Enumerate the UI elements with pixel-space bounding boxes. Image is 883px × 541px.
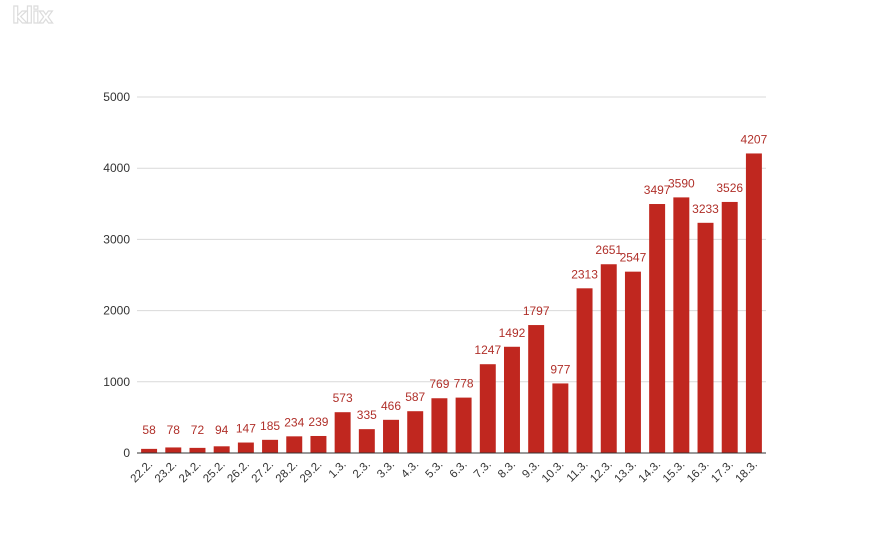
bar — [407, 411, 424, 453]
x-tick-label: 13.3. — [612, 459, 639, 486]
data-label: 72 — [191, 423, 205, 437]
y-tick-label: 2000 — [103, 304, 130, 318]
data-label: 769 — [429, 377, 449, 391]
data-label: 3590 — [668, 176, 695, 190]
bar — [141, 448, 158, 453]
bar — [237, 442, 254, 453]
gridlines — [137, 96, 766, 383]
data-label: 466 — [381, 399, 401, 413]
y-tick-label: 5000 — [103, 90, 130, 104]
bar — [431, 398, 448, 453]
bar — [528, 325, 545, 453]
bar — [576, 288, 593, 453]
data-label: 4207 — [741, 132, 768, 146]
bars — [141, 153, 762, 453]
x-tick-label: 9.3. — [520, 459, 542, 481]
data-label: 185 — [260, 419, 280, 433]
bar — [334, 412, 351, 453]
x-tick-label: 5.3. — [423, 459, 445, 481]
y-tick-label: 3000 — [103, 232, 130, 246]
bar — [455, 397, 472, 453]
bar — [383, 419, 400, 453]
x-tick-label: 4.3. — [399, 459, 421, 481]
x-tick-label: 14.3. — [637, 459, 664, 486]
data-label: 573 — [333, 391, 353, 405]
y-axis-tick-labels: 0 1000 2000 3000 4000 5000 — [103, 90, 130, 460]
x-tick-label: 8.3. — [496, 459, 518, 481]
bar — [649, 204, 666, 453]
data-label: 3233 — [692, 202, 719, 216]
data-label: 977 — [550, 362, 570, 376]
bar — [358, 429, 375, 453]
x-tick-label: 11.3. — [565, 459, 591, 485]
x-axis-tick-labels: 22.2.23.2.24.2.25.2.26.2.27.2.28.2.29.2.… — [129, 459, 760, 486]
bar — [213, 446, 230, 453]
data-label: 778 — [454, 377, 474, 391]
data-label: 1247 — [474, 343, 501, 357]
data-label: 3526 — [716, 181, 743, 195]
bar — [165, 447, 182, 453]
bar — [286, 436, 303, 453]
x-tick-label: 3.3. — [375, 459, 397, 481]
bar — [503, 346, 520, 453]
x-tick-label: 28.2. — [274, 459, 301, 486]
bar — [189, 447, 206, 453]
data-label: 2313 — [571, 267, 598, 281]
x-tick-label: 2.3. — [351, 459, 373, 481]
data-label: 1492 — [499, 326, 526, 340]
x-tick-label: 22.2. — [129, 459, 156, 486]
bar — [624, 271, 641, 453]
x-tick-label: 26.2. — [225, 459, 252, 486]
x-tick-label: 7.3. — [472, 459, 494, 481]
data-label: 2547 — [620, 251, 647, 265]
bar — [479, 364, 496, 453]
data-label: 1797 — [523, 304, 550, 318]
data-label: 234 — [284, 415, 304, 429]
data-label: 239 — [308, 415, 328, 429]
y-tick-label: 1000 — [103, 375, 130, 389]
x-tick-label: 15.3. — [661, 459, 688, 486]
data-label: 58 — [142, 423, 156, 437]
bar — [600, 264, 617, 453]
x-tick-label: 16.3. — [685, 459, 712, 486]
bar — [262, 439, 279, 453]
x-tick-label: 18.3. — [733, 459, 760, 486]
x-tick-label: 23.2. — [153, 459, 180, 486]
data-label: 78 — [167, 423, 181, 437]
bar — [552, 383, 569, 453]
data-label: 94 — [215, 423, 229, 437]
x-tick-label: 17.3. — [709, 459, 736, 486]
x-tick-label: 27.2. — [250, 459, 277, 486]
bar — [721, 201, 738, 453]
data-label: 147 — [236, 422, 256, 436]
y-tick-label: 4000 — [103, 161, 130, 175]
bar — [673, 197, 690, 453]
x-tick-label: 24.2. — [177, 459, 204, 486]
data-labels: 58 78 72 94 147 185 234 239 573 335 466 587 769 778 12… — [142, 132, 767, 437]
data-label: 587 — [405, 390, 425, 404]
x-tick-label: 25.2. — [201, 459, 228, 486]
x-tick-label: 12.3. — [588, 459, 615, 486]
bar — [310, 435, 327, 453]
data-label: 2651 — [595, 243, 622, 257]
x-tick-label: 10.3. — [540, 459, 567, 486]
y-tick-label: 0 — [123, 446, 130, 460]
bar — [745, 153, 762, 453]
x-tick-label: 29.2. — [298, 459, 325, 486]
data-label: 335 — [357, 408, 377, 422]
data-label: 3497 — [644, 183, 671, 197]
klix-watermark-logo: klix — [11, 3, 53, 29]
x-tick-label: 1.3. — [327, 459, 349, 481]
bar — [697, 222, 714, 453]
x-tick-label: 6.3. — [448, 459, 470, 481]
